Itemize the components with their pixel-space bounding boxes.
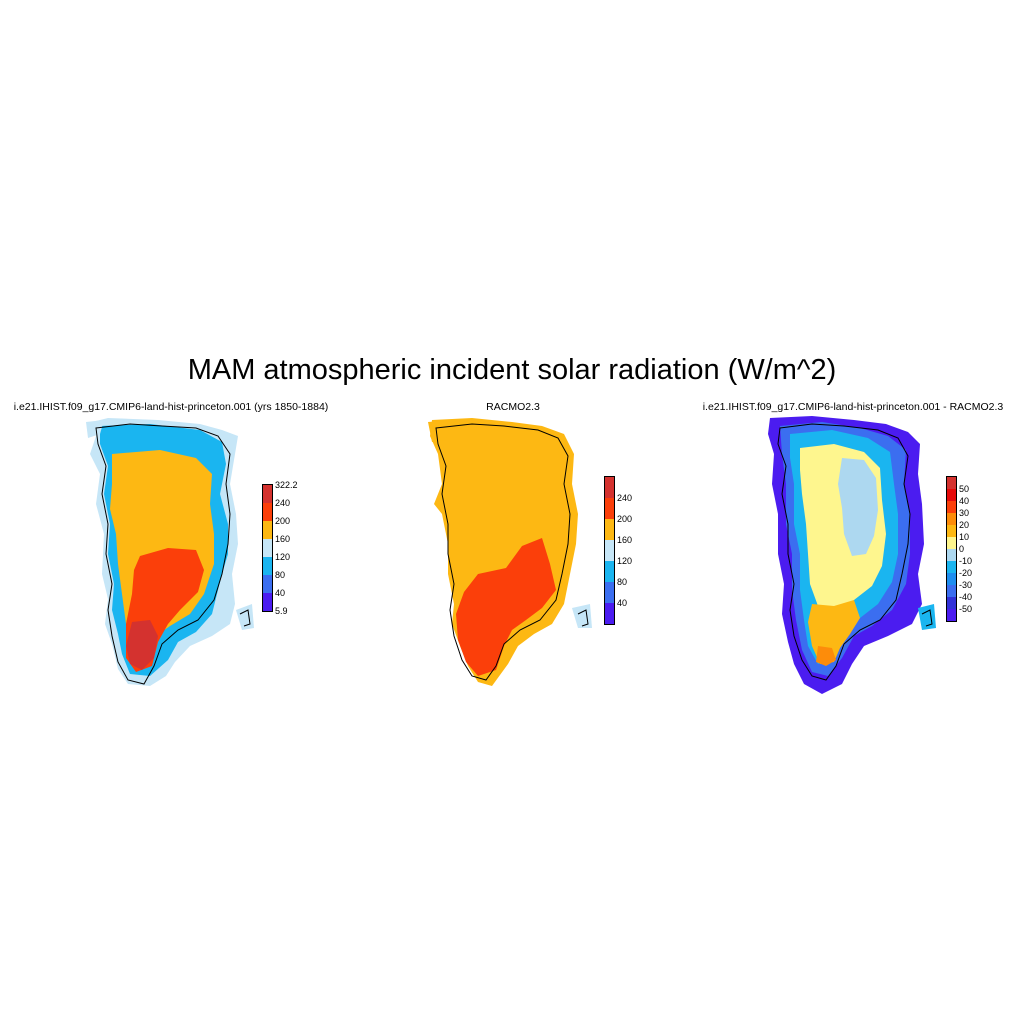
panel-diff: i.e21.IHIST.f09_g17.CMIP6-land-hist-prin… [682,400,1024,700]
map-fill-layers [768,416,936,694]
colorbar-segment [947,573,956,585]
coastline-iceland [239,609,251,627]
colorbar-segment [263,503,272,521]
colorbar-tick-label: 80 [275,570,286,580]
colorbar-tick-label: 80 [617,577,628,587]
colorbar-tick-label: -10 [959,556,973,566]
colorbar-segment [947,585,956,597]
colorbar-segment [605,540,614,561]
greenland-map-diff [768,416,936,694]
colorbar-tick-label: 200 [275,516,291,526]
colorbar-tick-label: 322.2 [275,480,298,490]
map-region-south-red [456,538,556,676]
panel-title: i.e21.IHIST.f09_g17.CMIP6-land-hist-prin… [13,401,329,413]
colorbar-segment [605,519,614,540]
panel-title: i.e21.IHIST.f09_g17.CMIP6-land-hist-prin… [702,401,1004,413]
coastline-iceland [921,609,933,627]
colorbar-tick-label: 20 [959,520,970,530]
colorbar-box [946,476,957,622]
colorbar-segment [947,477,956,489]
colorbar-segment [605,603,614,624]
map-region-negative-lightblue [838,458,878,556]
colorbar-segment [263,593,272,611]
figure-title: MAM atmospheric incident solar radiation… [187,354,837,386]
panel-obs: RACMO2.3 240 200 160 120 80 40 [342,400,684,700]
coastline [777,423,911,681]
map-region-nw-island [86,420,104,438]
greenland-map-obs [428,418,592,686]
colorbar-tick-label: 0 [959,544,965,554]
colorbar-tick-label: 40 [959,496,970,506]
panel-model: i.e21.IHIST.f09_g17.CMIP6-land-hist-prin… [0,400,342,700]
colorbar-tick-label: 40 [617,598,628,608]
greenland-map-model [86,418,254,686]
colorbar-segment [947,489,956,501]
colorbar-segment [947,501,956,513]
panel-title: RACMO2.3 [486,401,540,413]
colorbar-segment [947,537,956,549]
colorbar-segment [947,549,956,561]
colorbar-tick-label: 120 [275,552,291,562]
colorbar-segment [263,521,272,539]
colorbar-tick-label: 160 [617,535,633,545]
colorbar-segment [605,582,614,603]
colorbar-segment [947,609,956,621]
colorbar-tick-label: 240 [617,493,633,503]
colorbar-tick-label: 120 [617,556,633,566]
colorbar-segment [263,575,272,593]
colorbar-box [604,476,615,625]
colorbar-tick-label: -20 [959,568,973,578]
map-region-iceland-fragment [572,604,592,628]
colorbar-tick-label: 240 [275,498,291,508]
colorbar-tick-label: 10 [959,532,970,542]
map-region-tip-orange [816,646,836,666]
colorbar-segment [605,561,614,582]
colorbar-segment [263,485,272,503]
map-fill-layers [86,418,254,686]
coastline [95,423,231,685]
colorbar-segment [947,561,956,573]
colorbar-box [262,484,273,612]
map-region-nw-patch [428,420,452,442]
colorbar-segment [947,513,956,525]
colorbar-tick-label: 30 [959,508,970,518]
colorbar-segment [263,539,272,557]
colorbar-segment [605,498,614,519]
colorbar-tick-label: 5.9 [275,606,288,616]
colorbar-tick-label: -40 [959,592,973,602]
colorbar-segment [947,525,956,537]
colorbar-segment [605,477,614,498]
colorbar-tick-label: 40 [275,588,286,598]
map-region-tip-darkred [126,620,158,670]
colorbar-segment [947,597,956,609]
coastline-iceland [577,609,589,627]
colorbar-tick-label: 50 [959,484,970,494]
colorbar-segment [263,557,272,575]
colorbar-tick-label: -30 [959,580,973,590]
coastline [435,423,571,681]
colorbar-tick-label: -50 [959,604,973,614]
colorbar-tick-label: 200 [617,514,633,524]
colorbar-tick-label: 160 [275,534,291,544]
